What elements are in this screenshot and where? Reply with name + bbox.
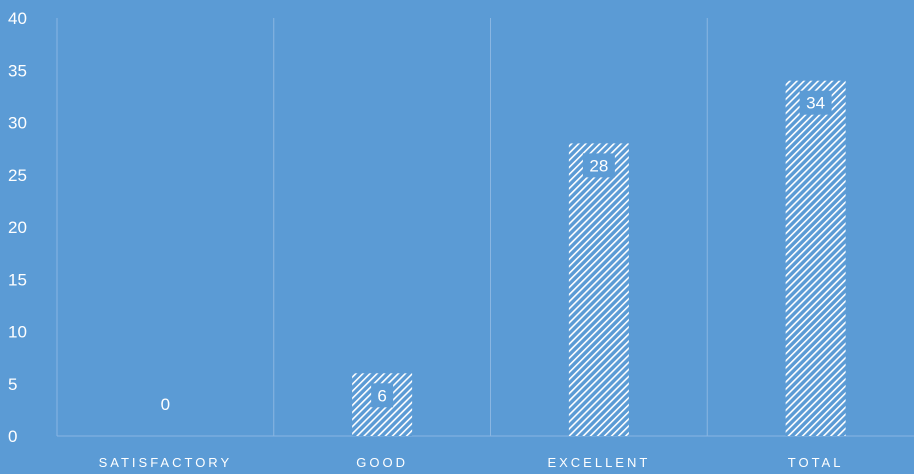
data-label-box [799, 90, 832, 115]
y-tick-label: 10 [8, 323, 27, 342]
gridlines [56, 18, 914, 437]
data-label-box [582, 153, 615, 178]
y-tick-label: 25 [8, 166, 27, 185]
data-label-box [371, 383, 394, 408]
x-axis: SATISFACTORY GOOD EXCELLENT TOTAL [99, 455, 844, 470]
x-tick-label: SATISFACTORY [99, 455, 233, 470]
x-tick-label: TOTAL [788, 455, 844, 470]
y-tick-label: 15 [8, 270, 27, 289]
y-tick-label: 40 [8, 9, 27, 28]
data-labels: 0 6 28 34 [161, 90, 832, 414]
y-axis: 0 5 10 15 20 25 30 35 40 [8, 9, 27, 446]
data-label: 6 [377, 386, 386, 405]
bar [568, 143, 629, 436]
data-label: 34 [806, 94, 825, 113]
y-tick-label: 30 [8, 114, 27, 133]
y-tick-label: 0 [8, 427, 17, 446]
y-tick-label: 20 [8, 218, 27, 237]
y-tick-label: 5 [8, 375, 17, 394]
bars [352, 80, 846, 436]
x-tick-label: EXCELLENT [547, 455, 650, 470]
bar [785, 80, 846, 436]
x-tick-label: GOOD [356, 455, 408, 470]
data-label: 28 [589, 156, 608, 175]
data-label: 0 [161, 395, 170, 414]
y-tick-label: 35 [8, 61, 27, 80]
